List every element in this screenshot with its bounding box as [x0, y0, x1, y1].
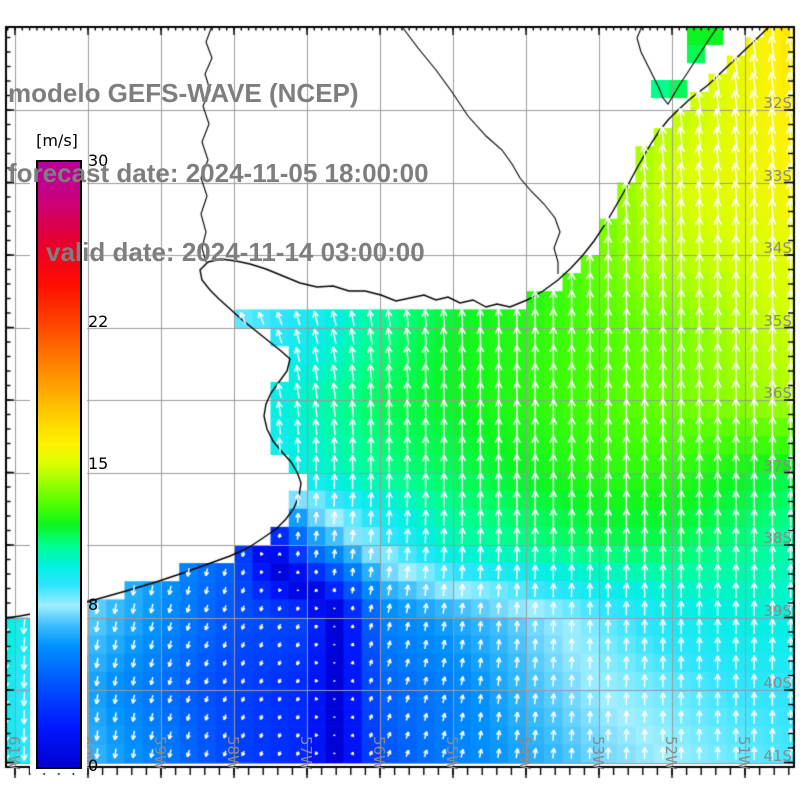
lat-label-37S: 37S	[763, 456, 792, 475]
colorbar-unit-label: [m/s]	[36, 131, 78, 150]
colorbar	[36, 160, 82, 769]
colorbar-tick-8: 8	[88, 594, 99, 614]
lat-label-40S: 40S	[763, 674, 792, 692]
colorbar-tick-22: 22	[88, 312, 109, 332]
lon-label-57W: 57W	[297, 736, 315, 770]
lat-label-39S: 39S	[763, 601, 792, 620]
lon-label-51W: 51W	[735, 736, 753, 770]
lat-label-35S: 35S	[763, 311, 792, 330]
lat-label-41S: 41S	[763, 746, 792, 765]
lon-label-54W: 54W	[516, 736, 534, 770]
lon-label-55W: 55W	[443, 736, 461, 770]
lon-label-52W: 52W	[662, 736, 680, 770]
lon-label-58W: 58W	[224, 736, 242, 770]
lon-label-59W: 59W	[151, 736, 169, 770]
lat-label-34S: 34S	[763, 239, 792, 257]
lon-label-61W: 61W	[5, 736, 23, 770]
colorbar-tick-0: 0	[88, 756, 99, 775]
lon-label-53W: 53W	[589, 736, 607, 770]
colorbar-tick-15: 15	[88, 453, 109, 473]
lat-label-38S: 38S	[763, 529, 792, 547]
lat-label-32S: 32S	[763, 94, 792, 112]
lat-label-36S: 36S	[763, 384, 792, 402]
lon-label-56W: 56W	[370, 736, 388, 770]
lat-label-33S: 33S	[763, 166, 792, 185]
colorbar-tick-30: 30	[88, 151, 109, 170]
